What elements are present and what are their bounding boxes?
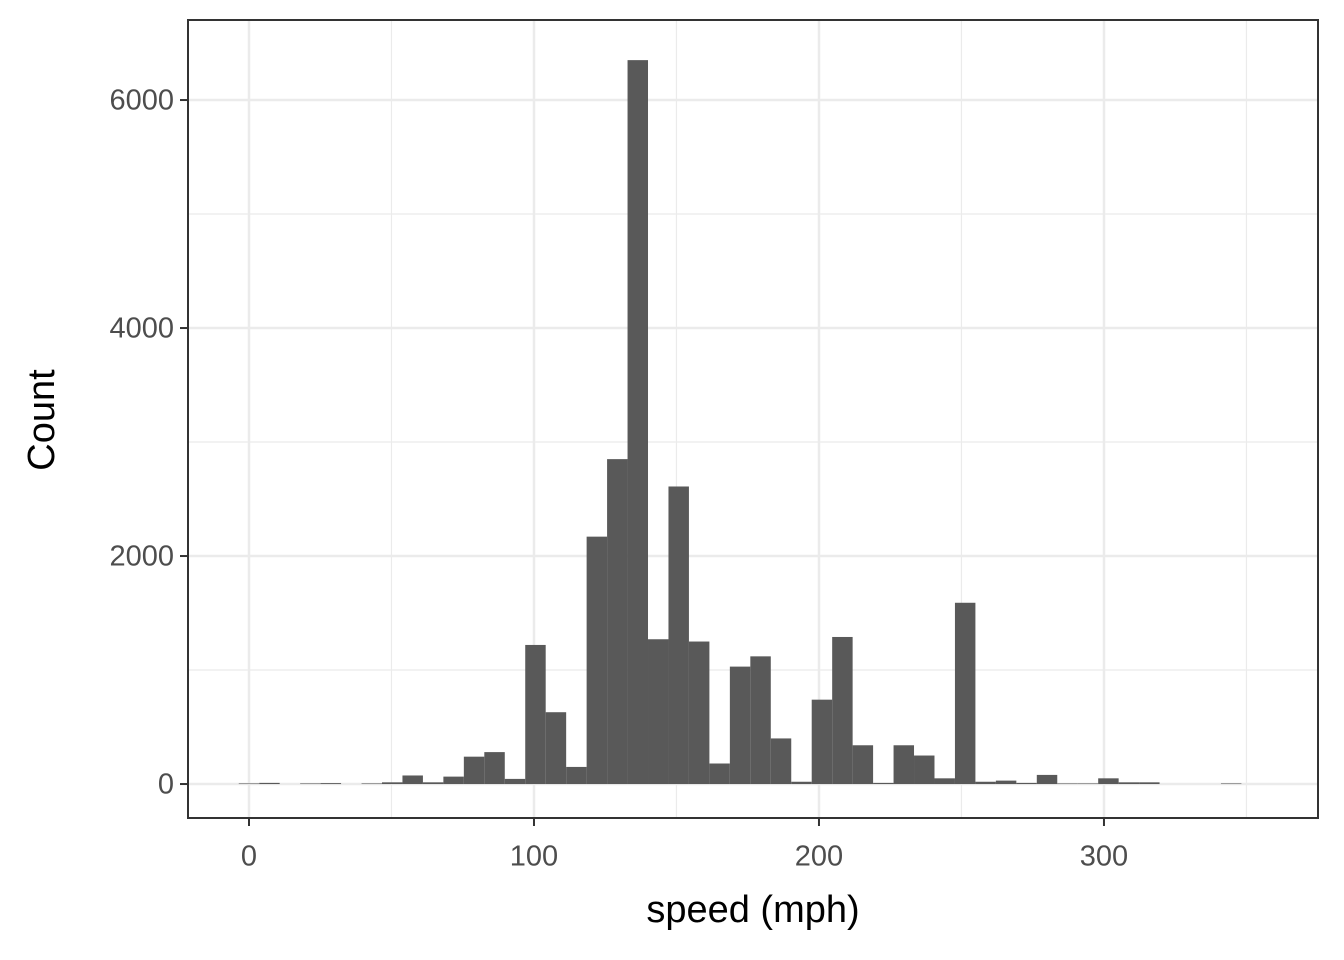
- bar: [934, 778, 955, 785]
- bar: [1057, 783, 1078, 785]
- bar: [668, 486, 689, 785]
- bar: [1036, 774, 1058, 785]
- bar: [545, 712, 567, 785]
- bar: [893, 745, 915, 785]
- bar: [381, 782, 403, 785]
- bar: [402, 775, 423, 785]
- bar: [607, 459, 628, 785]
- bar: [1077, 783, 1099, 785]
- bar: [484, 752, 505, 785]
- bar: [361, 783, 382, 785]
- bars: [238, 60, 1242, 785]
- bar: [586, 536, 608, 785]
- bar: [463, 756, 485, 785]
- bar: [422, 782, 444, 785]
- bar: [300, 783, 321, 785]
- bar: [1016, 782, 1037, 785]
- bar: [954, 602, 976, 785]
- y-tick-label: 4000: [109, 313, 174, 345]
- bar: [443, 776, 464, 785]
- bar: [914, 755, 935, 785]
- bar: [975, 781, 996, 785]
- bar: [995, 780, 1017, 785]
- y-tick-label: 0: [158, 769, 174, 801]
- y-tick-label: 6000: [109, 85, 174, 117]
- bar: [729, 666, 751, 785]
- bar: [1098, 778, 1119, 785]
- bar: [811, 699, 833, 785]
- bar: [750, 656, 771, 785]
- x-tick-label: 0: [241, 841, 257, 873]
- bar: [525, 644, 546, 785]
- bar: [688, 641, 710, 785]
- bar: [504, 778, 526, 785]
- bar: [627, 60, 649, 785]
- bar: [709, 763, 730, 785]
- bar: [1118, 782, 1140, 785]
- bar: [1220, 783, 1242, 785]
- bar: [566, 766, 587, 785]
- panel-border: [187, 19, 1319, 819]
- bar: [238, 783, 260, 785]
- x-tick-label: 100: [510, 841, 558, 873]
- bar: [648, 639, 669, 785]
- bar: [770, 738, 792, 785]
- bar: [320, 783, 342, 785]
- x-tick-label: 300: [1080, 841, 1128, 873]
- y-tick-label: 2000: [109, 541, 174, 573]
- bar: [791, 781, 812, 785]
- bar: [852, 745, 874, 785]
- bar: [873, 782, 894, 785]
- bar: [832, 636, 853, 785]
- bar: [1139, 782, 1160, 785]
- y-axis-title: Count: [21, 369, 63, 471]
- x-tick-label: 200: [795, 841, 843, 873]
- bar: [259, 782, 280, 785]
- x-axis-title: speed (mph): [646, 889, 859, 931]
